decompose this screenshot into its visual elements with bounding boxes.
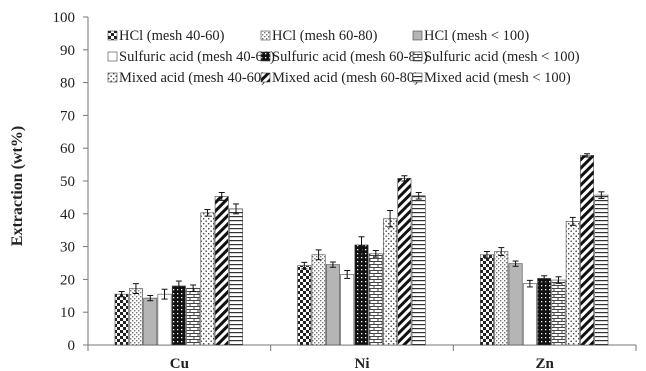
y-tick-label: 40 bbox=[60, 207, 75, 223]
legend-swatch bbox=[412, 51, 423, 62]
legend-label: Sulfuric acid (mesh 60-80) bbox=[272, 49, 428, 65]
bar-zn-series-8 bbox=[580, 155, 595, 346]
bar-cu-series-7 bbox=[200, 212, 215, 346]
bar-ni-series-3 bbox=[325, 264, 340, 346]
bar-ni-series-2 bbox=[311, 254, 326, 346]
y-tick-label: 90 bbox=[60, 43, 75, 59]
y-tick-label: 60 bbox=[60, 141, 75, 157]
bar-cu-series-9 bbox=[229, 208, 243, 346]
bar-cu-series-5 bbox=[171, 285, 186, 346]
x-category-label: Zn bbox=[535, 356, 554, 371]
y-tick-label: 70 bbox=[60, 108, 75, 124]
y-axis-label: Extraction (wt%) bbox=[9, 126, 26, 246]
bar-ni-series-6 bbox=[368, 253, 383, 346]
bar-cu-series-8 bbox=[214, 196, 229, 346]
bar-cu-series-6 bbox=[186, 287, 201, 346]
legend-swatch bbox=[260, 30, 271, 41]
bars-group bbox=[114, 153, 609, 346]
bar-zn-series-9 bbox=[594, 194, 609, 346]
y-tick-label: 10 bbox=[60, 305, 75, 321]
bar-ni-series-7 bbox=[383, 218, 398, 346]
bar-zn-series-5 bbox=[537, 278, 552, 346]
y-tick-label: 50 bbox=[60, 174, 75, 190]
bar-cu-series-1 bbox=[114, 293, 129, 346]
bar-cu-series-4 bbox=[157, 293, 172, 346]
legend-label: Mixed acid (mesh 40-60) bbox=[119, 70, 266, 86]
y-tick-label: 20 bbox=[60, 272, 75, 288]
legend-swatch bbox=[107, 30, 118, 41]
legend-swatch bbox=[107, 51, 118, 62]
legend: HCl (mesh 40-60) HCl (mesh 60-80) HCl (mes… bbox=[107, 28, 580, 86]
legend-label: Mixed acid (mesh 60-80) bbox=[272, 70, 419, 86]
legend-label: HCl (mesh 60-80) bbox=[272, 28, 378, 44]
legend-swatch bbox=[260, 72, 271, 83]
legend-label: HCl (mesh < 100) bbox=[424, 28, 529, 44]
bar-zn-series-1 bbox=[480, 254, 494, 346]
bar-ni-series-9 bbox=[411, 195, 426, 346]
bar-zn-series-3 bbox=[508, 263, 523, 346]
bar-ni-series-4 bbox=[340, 274, 355, 346]
legend-label: Sulfuric acid (mesh 40-60) bbox=[119, 49, 275, 65]
legend-swatch bbox=[107, 72, 118, 83]
axes: 0 10 20 30 40 50 60 70 80 90 100 Cu Ni Zn bbox=[53, 10, 637, 371]
bar-zn-series-2 bbox=[494, 251, 509, 346]
y-tick-label: 80 bbox=[60, 76, 75, 92]
bar-ni-series-5 bbox=[354, 244, 369, 346]
legend-label: Sulfuric acid (mesh < 100) bbox=[424, 49, 580, 65]
bar-ni-series-1 bbox=[297, 265, 312, 346]
legend-swatch bbox=[260, 51, 271, 62]
legend-label: Mixed acid (mesh < 100) bbox=[424, 70, 571, 86]
legend-swatch bbox=[412, 72, 423, 83]
y-tick-label: 0 bbox=[68, 338, 76, 354]
legend-label: HCl (mesh 40-60) bbox=[119, 28, 225, 44]
x-category-label: Ni bbox=[355, 356, 370, 371]
bar-zn-series-4 bbox=[522, 283, 537, 346]
bar-zn-series-7 bbox=[565, 221, 580, 346]
x-category-label: Cu bbox=[170, 356, 189, 371]
bar-cu-series-3 bbox=[143, 297, 158, 346]
y-tick-label: 100 bbox=[53, 10, 76, 26]
bar-zn-series-6 bbox=[551, 279, 566, 346]
y-tick-label: 30 bbox=[60, 240, 75, 256]
bar-ni-series-8 bbox=[397, 178, 412, 346]
legend-swatch bbox=[412, 30, 423, 41]
bar-cu-series-2 bbox=[128, 288, 143, 346]
